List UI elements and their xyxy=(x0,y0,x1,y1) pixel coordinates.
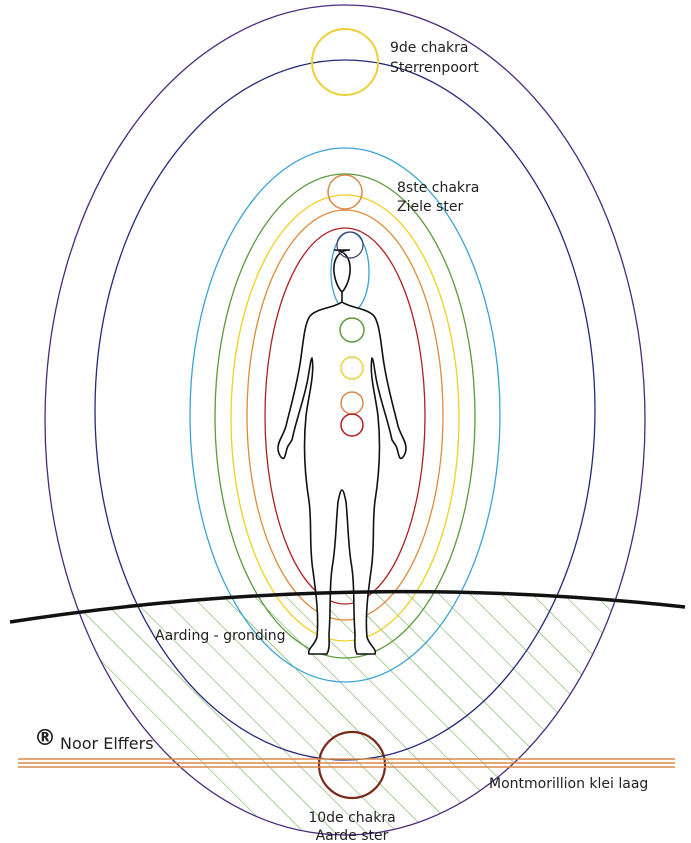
registered-mark: ® xyxy=(34,726,56,751)
grounding-label: Aarding - gronding xyxy=(155,628,285,644)
chakra-8-label: 8ste chakra xyxy=(397,180,479,196)
clay-layer-label: Montmorillion klei laag xyxy=(489,776,648,792)
chakra-crown xyxy=(337,232,363,258)
chakra-8 xyxy=(328,175,362,209)
author-label: Noor Elffers xyxy=(60,734,154,753)
chakra-9-label: Sterrenpoort xyxy=(390,60,479,76)
chakra-10-label: Aarde ster xyxy=(316,828,389,843)
aura-diagram: 9de chakra Sterrenpoort 8ste chakra Ziel… xyxy=(0,0,691,843)
chakra-9-label: 9de chakra xyxy=(390,40,468,56)
earth-hatch xyxy=(0,592,691,843)
chakra-10-label: 10de chakra xyxy=(308,810,395,826)
chakra-8-label: Ziele ster xyxy=(397,199,463,215)
